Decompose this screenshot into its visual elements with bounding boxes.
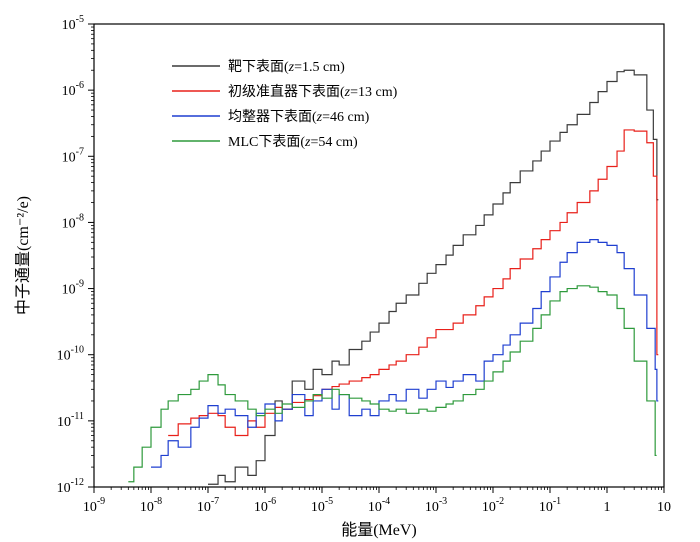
y-tick-label: 10-11 (57, 411, 84, 430)
x-tick-label: 10 (657, 500, 671, 515)
y-tick-label: 10-8 (62, 212, 84, 231)
x-tick-label: 10-7 (197, 496, 219, 515)
x-tick-label: 10-2 (482, 496, 504, 515)
x-tick-label: 10-8 (140, 496, 162, 515)
x-tick-label: 10-6 (254, 496, 276, 515)
series-line-1 (208, 69, 659, 485)
x-tick-label: 10-4 (368, 496, 390, 515)
y-tick-label: 10-5 (62, 14, 84, 33)
x-axis-title: 能量(MeV) (341, 521, 417, 539)
x-tick-label: 10-1 (539, 496, 561, 515)
series-line-3 (151, 239, 659, 468)
y-tick-label: 10-12 (57, 477, 84, 496)
axis-layer: 10-9 10-8 10-7 10-6 10-5 10-4 10-3 10-2 10-1 1 101… (57, 14, 671, 515)
legend-label: 初级准直器下表面(z=13 cm) (228, 83, 398, 100)
y-tick-label: 10-6 (62, 80, 84, 99)
x-tick-label: 10-5 (311, 496, 333, 515)
series-line-4 (128, 285, 657, 483)
x-tick-label: 10-9 (83, 496, 105, 515)
series-layer (128, 69, 659, 485)
y-tick-label: 10-10 (57, 345, 84, 364)
legend-label: 靶下表面(z=1.5 cm) (228, 59, 345, 75)
x-tick-label: 1 (604, 500, 611, 515)
y-tick-label: 10-7 (62, 146, 84, 165)
legend: 靶下表面(z=1.5 cm) 初级准直器下表面(z=13 cm) 均整器下表面(z=… (172, 59, 398, 150)
legend-label: 均整器下表面(z=46 cm) (228, 109, 370, 125)
x-tick-label: 10-3 (425, 496, 447, 515)
y-tick-label: 10-9 (62, 279, 84, 298)
y-axis-title: 中子通量(cm⁻²/e) (14, 196, 32, 315)
legend-label: MLC下表面(z=54 cm) (228, 134, 358, 150)
